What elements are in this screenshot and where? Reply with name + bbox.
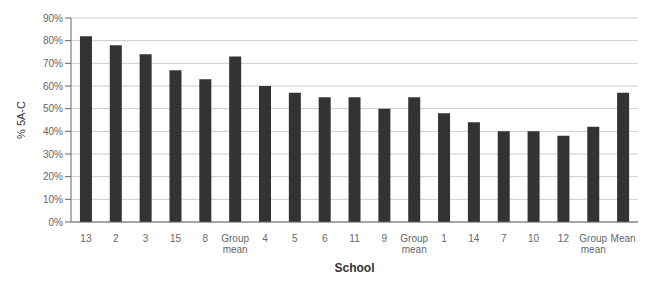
svg-text:7: 7 <box>501 233 507 244</box>
svg-text:20%: 20% <box>43 171 63 182</box>
svg-text:Groupmean: Groupmean <box>400 233 428 255</box>
svg-text:8: 8 <box>203 233 209 244</box>
svg-text:3: 3 <box>143 233 149 244</box>
svg-text:4: 4 <box>262 233 268 244</box>
svg-text:Mean: Mean <box>611 233 636 244</box>
svg-text:10%: 10% <box>43 194 63 205</box>
svg-text:Groupmean: Groupmean <box>221 233 249 255</box>
svg-text:13: 13 <box>80 233 92 244</box>
svg-text:12: 12 <box>558 233 570 244</box>
svg-text:11: 11 <box>349 233 360 244</box>
svg-text:0%: 0% <box>49 217 64 228</box>
svg-text:80%: 80% <box>43 35 63 46</box>
svg-text:School: School <box>334 261 374 275</box>
svg-text:40%: 40% <box>43 126 63 137</box>
svg-text:10: 10 <box>528 233 540 244</box>
svg-text:5: 5 <box>292 233 298 244</box>
svg-text:9: 9 <box>382 233 388 244</box>
svg-text:30%: 30% <box>43 149 63 160</box>
svg-text:60%: 60% <box>43 81 63 92</box>
svg-text:6: 6 <box>322 233 328 244</box>
svg-text:1: 1 <box>441 233 447 244</box>
svg-text:% 5A-C: % 5A-C <box>15 101 27 139</box>
svg-text:50%: 50% <box>43 103 63 114</box>
svg-text:Groupmean: Groupmean <box>579 233 607 255</box>
svg-text:14: 14 <box>468 233 480 244</box>
svg-text:70%: 70% <box>43 58 63 69</box>
svg-text:15: 15 <box>170 233 182 244</box>
svg-text:2: 2 <box>113 233 119 244</box>
svg-text:90%: 90% <box>43 13 63 24</box>
